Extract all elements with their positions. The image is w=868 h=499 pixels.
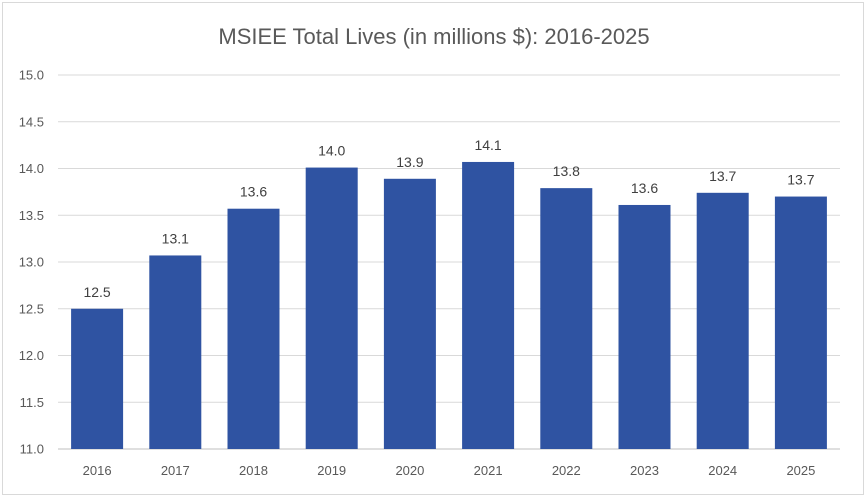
bar-2019 xyxy=(305,167,358,449)
data-label-2020: 13.9 xyxy=(396,154,423,170)
bar-2025 xyxy=(774,196,827,449)
x-tick-label-2018: 2018 xyxy=(239,463,268,478)
y-tick-label: 11.0 xyxy=(20,442,44,457)
x-tick-label-2022: 2022 xyxy=(552,463,581,478)
data-label-2018: 13.6 xyxy=(240,184,267,200)
bar-2020 xyxy=(383,178,436,449)
bar-2023 xyxy=(618,204,671,449)
data-label-2024: 13.7 xyxy=(709,168,736,184)
bar-2021 xyxy=(462,161,515,449)
y-tick-label: 14.0 xyxy=(19,161,44,176)
x-tick-label-2025: 2025 xyxy=(786,463,815,478)
y-tick-label: 15.0 xyxy=(19,68,44,83)
chart-title: MSIEE Total Lives (in millions $): 2016-… xyxy=(218,24,650,49)
x-tick-label-2024: 2024 xyxy=(708,463,737,478)
data-label-2019: 14.0 xyxy=(318,143,345,159)
x-tick-label-2021: 2021 xyxy=(474,463,503,478)
y-tick-label: 11.5 xyxy=(20,395,44,410)
x-tick-label-2020: 2020 xyxy=(395,463,424,478)
y-tick-label: 12.0 xyxy=(19,348,44,363)
bar-2024 xyxy=(696,192,749,449)
data-label-2025: 13.7 xyxy=(787,172,814,188)
data-label-2017: 13.1 xyxy=(162,230,189,246)
x-tick-label-2019: 2019 xyxy=(317,463,346,478)
y-tick-label: 13.0 xyxy=(19,255,44,270)
bar-2022 xyxy=(540,188,593,449)
data-label-2023: 13.6 xyxy=(631,180,658,196)
y-tick-label: 12.5 xyxy=(19,301,44,316)
data-label-2021: 14.1 xyxy=(474,137,501,153)
x-tick-label-2016: 2016 xyxy=(83,463,112,478)
y-tick-label: 13.5 xyxy=(19,208,44,223)
x-tick-label-2017: 2017 xyxy=(161,463,190,478)
bar-2018 xyxy=(227,208,280,449)
y-tick-label: 14.5 xyxy=(19,114,44,129)
data-label-2022: 13.8 xyxy=(553,163,580,179)
data-label-2016: 12.5 xyxy=(83,284,110,300)
bar-2017 xyxy=(149,255,202,449)
x-tick-label-2023: 2023 xyxy=(630,463,659,478)
bar-2016 xyxy=(71,308,124,449)
